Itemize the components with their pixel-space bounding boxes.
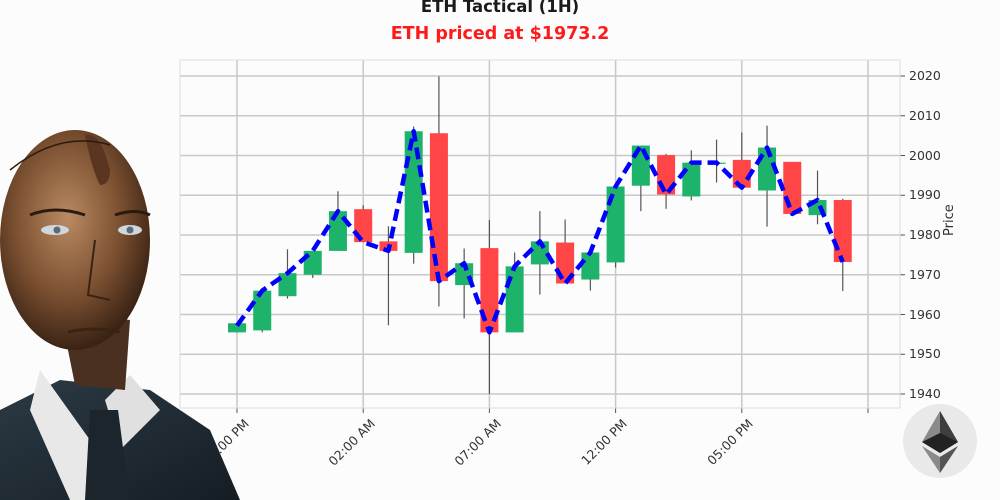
price-subtitle: ETH priced at $1973.2 bbox=[390, 24, 610, 44]
candle bbox=[783, 161, 802, 214]
candle bbox=[379, 226, 398, 326]
candle bbox=[404, 126, 423, 264]
candle bbox=[606, 186, 625, 268]
y-tick-label: 1960 bbox=[909, 306, 941, 322]
ethereum-logo-icon bbox=[903, 404, 977, 478]
candle bbox=[253, 290, 272, 333]
y-tick-label: 1970 bbox=[909, 266, 941, 282]
y-tick-label: 2010 bbox=[909, 107, 941, 123]
chart-title: ETH Tactical (1H) bbox=[420, 0, 580, 16]
candle bbox=[682, 150, 701, 201]
candle bbox=[581, 252, 600, 291]
y-tick-label: 1980 bbox=[909, 227, 941, 242]
candle bbox=[758, 125, 777, 227]
candle bbox=[480, 219, 499, 394]
candle bbox=[328, 191, 347, 251]
y-axis-label: Price bbox=[942, 204, 957, 236]
y-tick-label: 2000 bbox=[909, 147, 941, 163]
plot-frame bbox=[179, 59, 901, 409]
y-tick-label: 1940 bbox=[909, 386, 941, 401]
trend-line bbox=[235, 129, 845, 335]
y-tick-label: 2020 bbox=[909, 68, 941, 83]
android-avatar-image bbox=[0, 130, 240, 500]
y-tick-label: 1950 bbox=[909, 346, 941, 362]
y-tick-label: 1990 bbox=[909, 187, 941, 203]
candle bbox=[530, 211, 549, 295]
grid-lines bbox=[180, 60, 905, 413]
